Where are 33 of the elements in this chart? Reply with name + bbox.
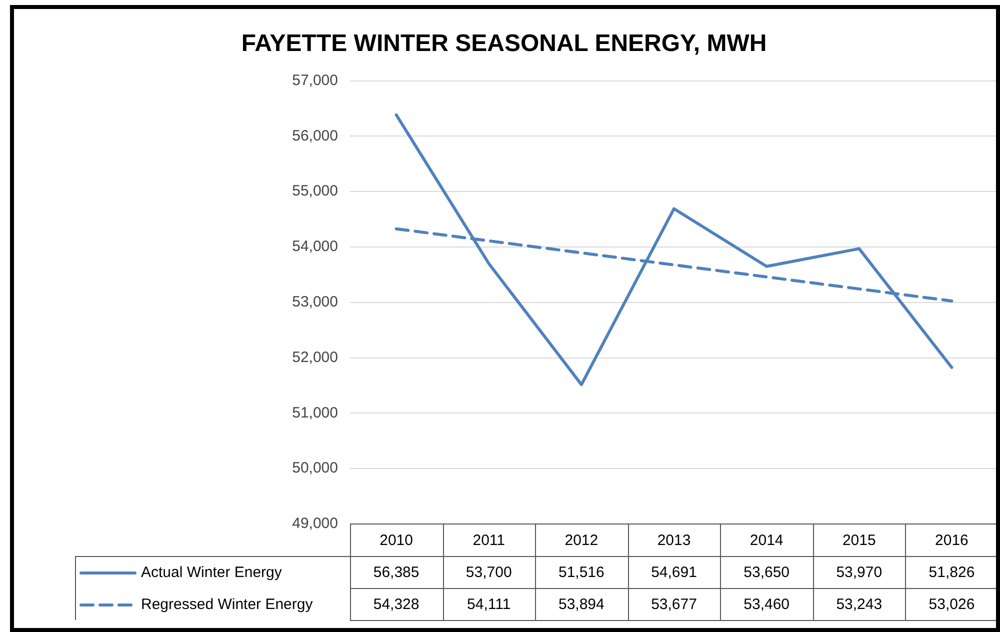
legend-label: Actual Winter Energy: [141, 564, 282, 582]
chart-title: FAYETTE WINTER SEASONAL ENERGY, MWH: [241, 30, 767, 58]
x-tick-label: 2014: [750, 532, 784, 550]
data-label: 54,691: [651, 564, 697, 582]
y-tick-label: 51,000: [292, 404, 338, 422]
y-tick-label: 57,000: [292, 72, 338, 89]
y-tick-label: 52,000: [292, 348, 338, 366]
x-tick-label: 2010: [380, 532, 413, 550]
y-tick-label: 49,000: [292, 515, 338, 532]
x-tick-label: 2012: [564, 532, 598, 550]
data-label: 53,460: [744, 596, 790, 614]
data-label: 53,650: [744, 564, 790, 582]
data-label: 53,700: [466, 564, 512, 582]
x-tick-label: 2013: [657, 532, 691, 550]
data-label: 53,894: [558, 596, 604, 614]
legend-label: Regressed Winter Energy: [141, 596, 314, 614]
data-label: 53,026: [928, 596, 975, 614]
data-label: 51,516: [558, 564, 604, 582]
data-label: 51,826: [928, 564, 975, 582]
y-tick-label: 50,000: [292, 460, 338, 477]
y-tick-label: 55,000: [292, 182, 338, 200]
data-label: 54,111: [467, 596, 511, 614]
x-tick-label: 2011: [472, 532, 505, 550]
y-tick-label: 53,000: [292, 294, 338, 311]
data-label: 56,385: [373, 564, 420, 582]
data-label: 53,970: [836, 564, 882, 582]
y-tick-label: 56,000: [292, 127, 338, 144]
x-tick-label: 2015: [842, 532, 876, 550]
data-label: 54,328: [373, 596, 420, 614]
y-tick-label: 54,000: [292, 238, 338, 256]
x-tick-label: 2016: [935, 532, 968, 550]
data-label: 53,677: [651, 596, 697, 614]
data-label: 53,243: [836, 596, 882, 614]
